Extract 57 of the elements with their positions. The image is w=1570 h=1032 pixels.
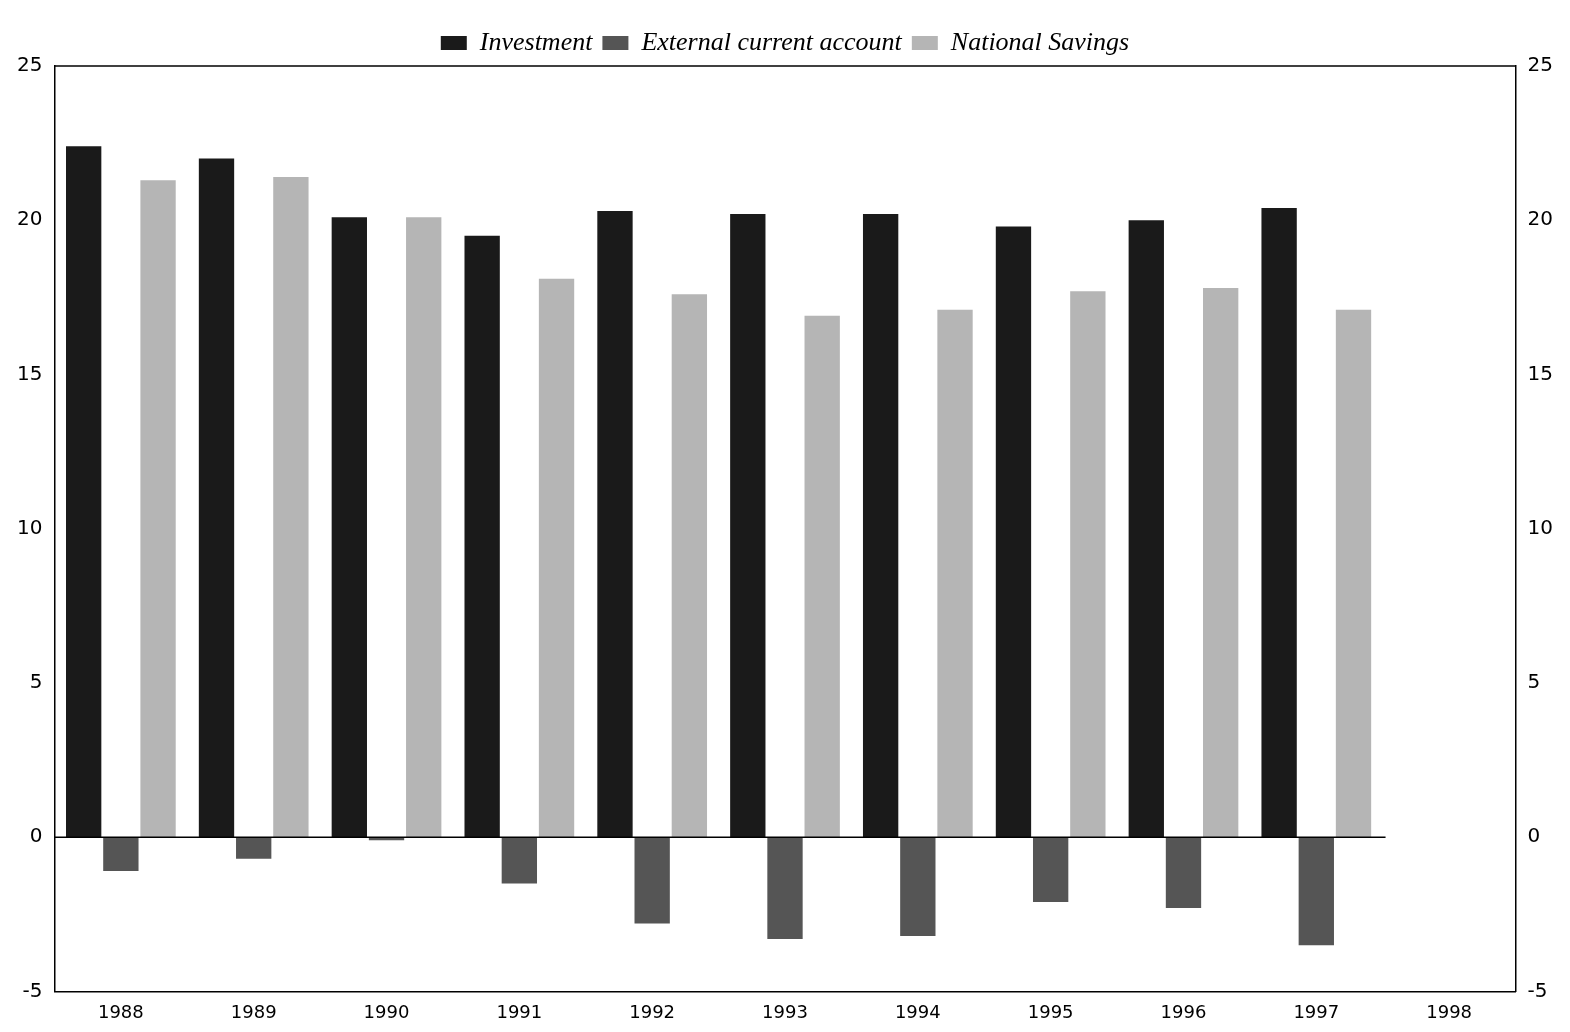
- bar: [1335, 309, 1372, 838]
- bar: [236, 837, 272, 859]
- x-tick-label: 1988: [97, 1000, 144, 1022]
- y2-tick-label: 20: [1527, 206, 1553, 231]
- y-tick-label: 5: [29, 669, 43, 694]
- y2-tick-label: 25: [1527, 52, 1553, 77]
- bar: [1128, 220, 1164, 838]
- bar: [66, 146, 102, 838]
- y2-tick-label: -5: [1527, 977, 1548, 1002]
- bar: [501, 837, 538, 884]
- legend-label: National Savings: [949, 26, 1130, 56]
- legend-label: Investment: [478, 26, 594, 56]
- bar: [1261, 207, 1297, 838]
- bar: [103, 837, 139, 872]
- y-tick-label: 15: [17, 360, 43, 385]
- x-tick-label: 1990: [363, 1000, 410, 1022]
- bar: [406, 217, 442, 838]
- bar: [198, 158, 235, 838]
- bar: [804, 315, 840, 838]
- bar: [1070, 291, 1106, 838]
- bar: [1032, 837, 1069, 902]
- x-tick-label: 1991: [496, 1000, 543, 1022]
- y-tick-label: 10: [17, 514, 43, 539]
- y-tick-label: -5: [22, 977, 43, 1002]
- bar: [900, 837, 936, 936]
- bar: [464, 235, 500, 838]
- y-tick-label: 25: [17, 52, 43, 77]
- bar: [538, 278, 575, 838]
- x-tick-label: 1997: [1293, 1000, 1340, 1022]
- x-tick-label: 1994: [894, 1000, 941, 1022]
- x-tick-label: 1992: [629, 1000, 676, 1022]
- x-tick-label: 1995: [1027, 1000, 1074, 1022]
- bar: [995, 226, 1032, 838]
- y2-tick-label: 0: [1527, 823, 1541, 848]
- bar: [331, 217, 367, 838]
- bar: [767, 837, 803, 939]
- bar: [937, 309, 973, 838]
- y-tick-label: 0: [29, 823, 43, 848]
- x-tick-label: 1998: [1426, 1000, 1473, 1022]
- bar: [273, 177, 309, 838]
- bar: [597, 210, 633, 838]
- y-tick-label: 20: [17, 206, 43, 231]
- x-tick-label: 1993: [762, 1000, 808, 1022]
- bar: [140, 180, 176, 838]
- bar: [1298, 837, 1334, 946]
- bar: [862, 214, 899, 838]
- bar: [1203, 288, 1239, 838]
- bar: [634, 837, 670, 924]
- x-tick-label: 1989: [230, 1000, 277, 1022]
- bar: [671, 294, 708, 838]
- y2-tick-label: 10: [1527, 514, 1553, 539]
- bar: [730, 214, 766, 838]
- legend-label: External current account: [640, 26, 903, 56]
- y2-tick-label: 15: [1527, 360, 1553, 385]
- y2-tick-label: 5: [1527, 669, 1541, 694]
- bar: [1165, 837, 1202, 909]
- x-tick-label: 1996: [1160, 1000, 1207, 1022]
